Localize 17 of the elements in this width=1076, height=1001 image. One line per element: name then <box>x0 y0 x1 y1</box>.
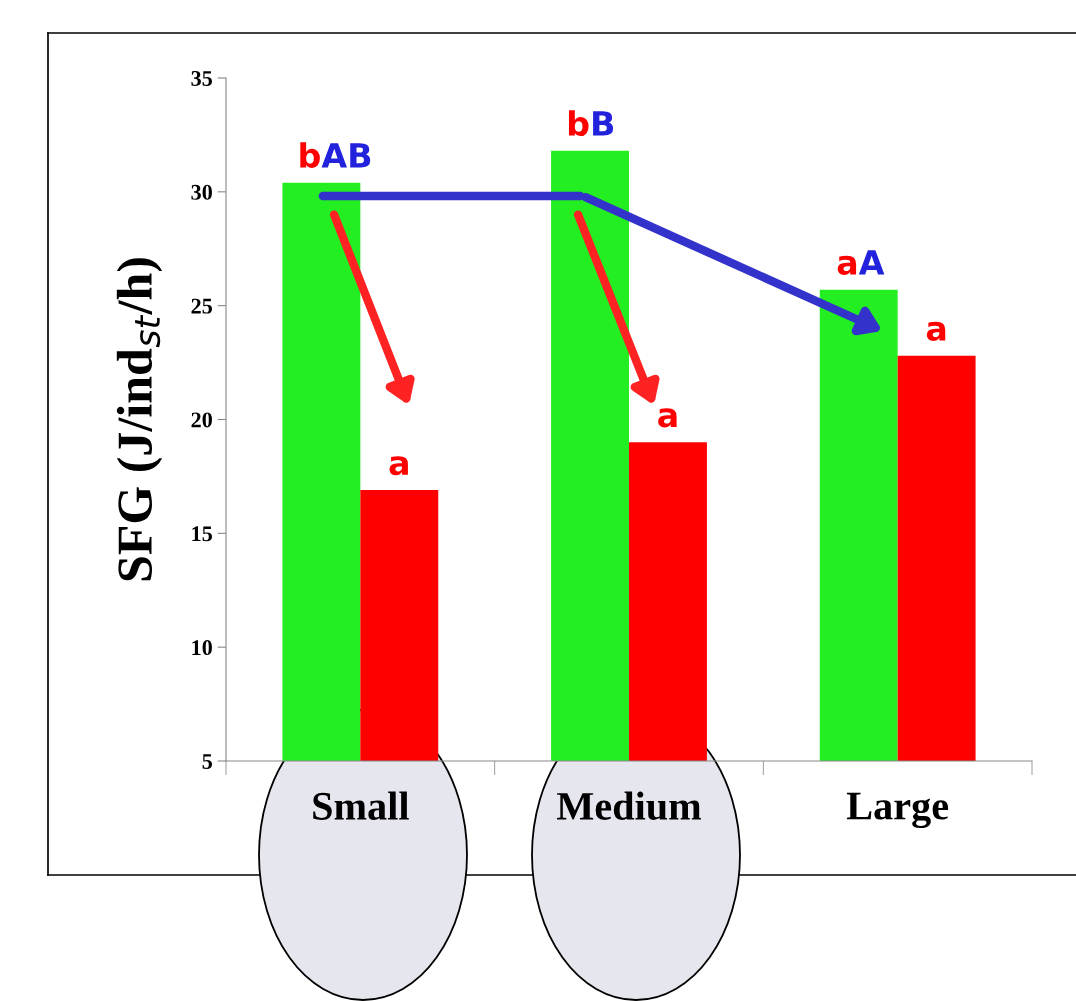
data-label: a <box>926 321 946 341</box>
y-tick-label: 5 <box>202 754 212 769</box>
x-tick-label: Medium <box>556 791 702 820</box>
y-tick-label: 35 <box>191 70 212 86</box>
y-tick-label: 30 <box>191 184 212 200</box>
data-label: a <box>389 456 408 476</box>
y-tick-label: 25 <box>191 298 212 314</box>
y-tick-label: 15 <box>192 526 212 542</box>
y-tick-label: 10 <box>192 640 212 656</box>
y-axis-title: SFG (J/ind$_{st}$/h) <box>116 258 163 581</box>
x-tick-label: Large <box>846 792 949 829</box>
x-tick-label: Small <box>313 791 409 820</box>
data-label: bAB <box>300 142 371 168</box>
data-label: a <box>658 408 677 428</box>
data-label: aA <box>837 250 885 275</box>
y-tick-label: 20 <box>191 412 212 428</box>
data-label: bB <box>568 110 614 137</box>
